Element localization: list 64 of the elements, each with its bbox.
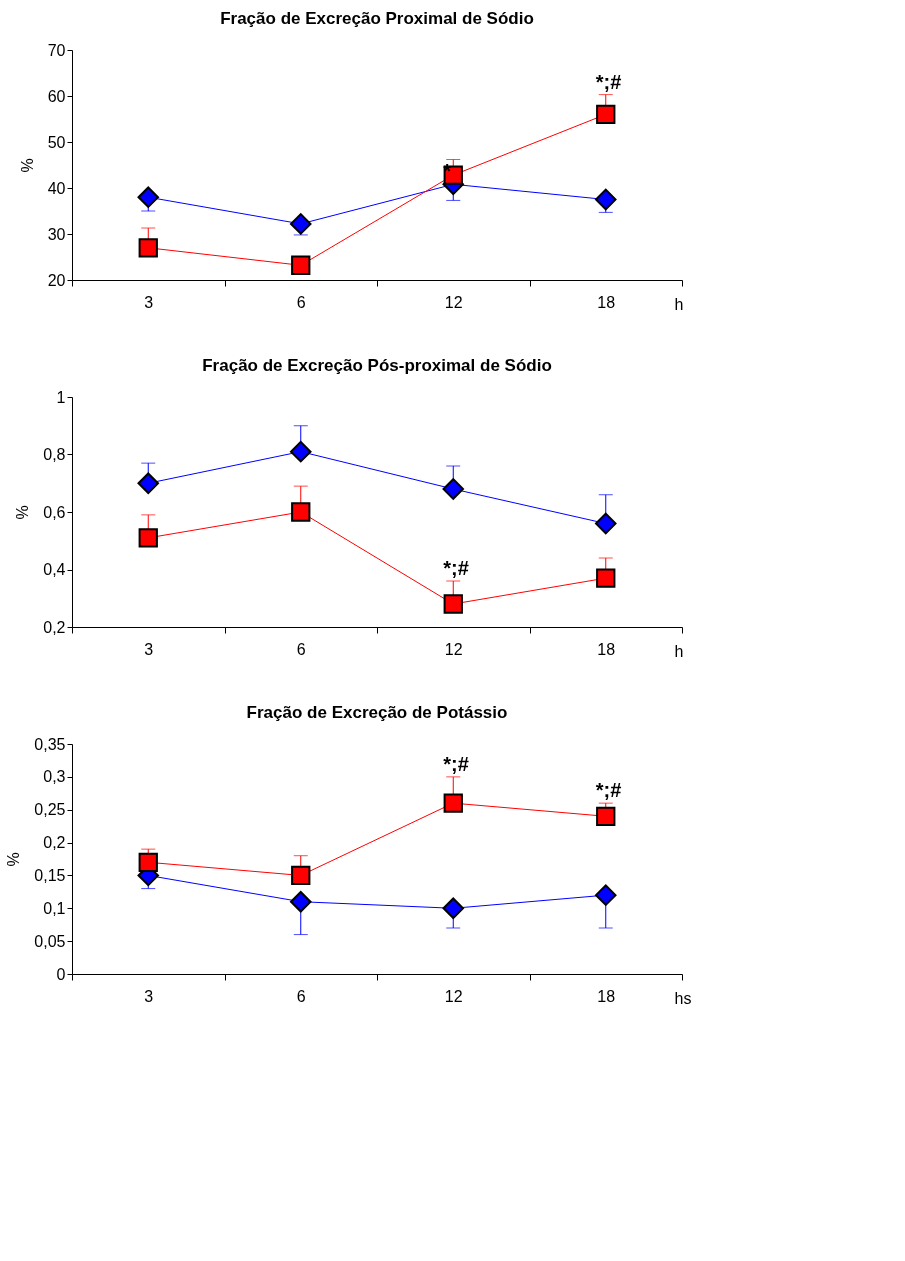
chart-title: Fração de Excreção Proximal de Sódio: [220, 9, 534, 28]
y-tick-label: 30: [47, 225, 66, 243]
point: [596, 568, 616, 588]
point: [291, 865, 311, 886]
x-axis-title: h: [674, 295, 684, 313]
point: [443, 594, 463, 614]
point: [291, 255, 311, 275]
point: [442, 478, 464, 500]
point: [290, 440, 312, 463]
x-tick-label: 3: [144, 293, 154, 311]
y-axis-title: %: [5, 852, 23, 867]
point: [290, 890, 312, 913]
x-tick-label: 18: [597, 987, 616, 1005]
point: [138, 528, 158, 548]
x-tick-label: 6: [296, 987, 306, 1005]
x-tick-label: 12: [444, 987, 463, 1005]
point: [138, 852, 158, 872]
y-axis-title: %: [18, 158, 36, 173]
x-tick-label: 12: [444, 640, 463, 658]
y-tick-label: 0,8: [43, 446, 66, 463]
y-tick-label: 40: [47, 179, 66, 197]
x-tick-label: 12: [444, 293, 463, 311]
y-tick-label: 0: [56, 965, 66, 983]
x-axis-title: hs: [674, 989, 692, 1007]
point: [291, 502, 311, 522]
y-tick-label: 0,4: [43, 561, 66, 578]
chart-title: Fração de Excreção de Potássio: [246, 703, 508, 722]
x-tick-label: 18: [597, 640, 616, 658]
point: [596, 806, 616, 826]
y-tick-label: 50: [47, 133, 66, 151]
point: [137, 186, 159, 208]
annotation: *;#: [443, 557, 469, 579]
annotation: *;#: [595, 779, 622, 802]
x-tick-label: 18: [597, 293, 616, 311]
x-axis-title: h: [674, 642, 684, 660]
x-tick-label: 6: [296, 640, 306, 658]
y-tick-label: 0,6: [43, 503, 66, 521]
point: [595, 884, 617, 906]
y-tick-label: 1: [56, 388, 66, 406]
y-tick-label: 20: [47, 271, 66, 289]
y-tick-label: 0,05: [34, 932, 66, 950]
y-tick-label: 0,15: [34, 866, 66, 884]
point: [290, 213, 312, 235]
x-tick-label: 3: [144, 987, 154, 1005]
y-tick-label: 0,2: [43, 834, 66, 852]
annotation: *;#: [443, 752, 469, 775]
point: [442, 897, 464, 920]
x-tick-label: 6: [296, 293, 306, 311]
point: [138, 238, 158, 258]
y-tick-label: 0,2: [43, 618, 66, 636]
point: [137, 472, 159, 494]
y-tick-label: 0,3: [43, 768, 66, 786]
y-tick-label: 70: [47, 41, 66, 59]
y-tick-label: 0,25: [34, 801, 66, 819]
point: [443, 793, 463, 813]
point: [595, 512, 617, 535]
y-tick-label: 60: [47, 87, 66, 105]
y-tick-label: 0,35: [34, 735, 66, 753]
y-tick-label: 0,1: [43, 899, 66, 917]
y-axis-title: %: [14, 505, 32, 520]
annotation: *;#: [595, 70, 622, 93]
point: [596, 104, 616, 125]
chart-title: Fração de Excreção Pós-proximal de Sódio: [202, 356, 552, 375]
x-tick-label: 3: [144, 640, 154, 658]
